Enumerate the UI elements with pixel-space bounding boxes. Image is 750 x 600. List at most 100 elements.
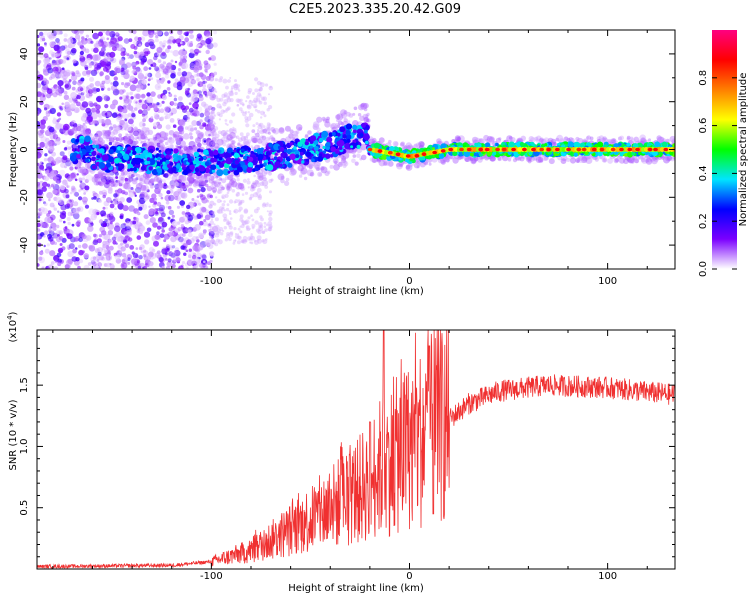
- spectrogram-cell: [46, 63, 52, 68]
- spectrogram-cell: [183, 32, 187, 36]
- spectrogram-cell: [46, 213, 51, 217]
- spectrogram-cell: [123, 101, 128, 106]
- spectrogram-cell: [107, 87, 111, 92]
- spectrogram-cell: [93, 47, 99, 54]
- spectrogram-cell: [258, 194, 262, 199]
- spectrogram-cell: [226, 107, 230, 112]
- spectrogram-cell: [164, 111, 169, 116]
- spectrogram-cell: [63, 94, 70, 101]
- spectrogram-cell: [93, 120, 97, 124]
- spectrogram-cell: [154, 66, 160, 72]
- spectrogram-cell: [125, 121, 128, 124]
- spectrogram-cell: [72, 80, 77, 86]
- spectrogram-cell: [116, 116, 122, 122]
- spectrogram-cell: [153, 112, 159, 117]
- spectrogram-cell: [152, 122, 159, 128]
- spectrogram-cell: [66, 259, 73, 266]
- spectrogram-cell: [263, 101, 267, 105]
- spectrogram-cell: [49, 50, 54, 55]
- spectrogram-cell: [108, 187, 113, 191]
- spectrogram-cell: [88, 100, 94, 107]
- spectrogram-cell: [65, 160, 72, 167]
- spectrogram-cell: [205, 177, 211, 182]
- spectrogram-cell: [52, 134, 59, 140]
- spectrogram-cell: [200, 187, 206, 193]
- spectrogram-cell: [228, 199, 234, 204]
- spectrogram-cell: [245, 123, 250, 128]
- spectrogram-cell: [102, 133, 108, 139]
- spectrogram-cell: [213, 202, 217, 206]
- spectrogram-cell: [119, 179, 124, 184]
- spectrogram-cell: [78, 165, 81, 169]
- spectrogram-cell: [256, 187, 262, 193]
- spectrogram-cell: [158, 204, 166, 211]
- spectrogram-cell: [65, 158, 71, 163]
- spectrogram-cell: [626, 157, 632, 163]
- spectrogram-cell: [92, 190, 96, 195]
- spectrogram-cell: [218, 181, 222, 185]
- spectrogram-cell: [152, 222, 158, 228]
- spectrogram-cell: [198, 182, 204, 189]
- spectrogram-cell: [191, 120, 198, 127]
- spectrogram-cell: [49, 202, 55, 208]
- spectrogram-cell: [137, 221, 142, 226]
- spectrogram-cell: [268, 171, 272, 176]
- spectrogram-cell: [308, 163, 314, 169]
- spectrogram-cell: [196, 195, 200, 199]
- spectrogram-cell: [219, 105, 223, 109]
- spectrogram-cell: [78, 244, 82, 249]
- spectrogram-cell: [252, 92, 255, 95]
- spectrogram-cell: [128, 175, 132, 178]
- spectrogram-cell: [156, 135, 161, 139]
- spectrogram-cell: [117, 105, 123, 111]
- spectrogram-cell: [169, 101, 175, 106]
- spectrogram-cell: [127, 261, 131, 265]
- spectrogram-cell: [247, 178, 250, 181]
- spectrogram-cell: [97, 251, 102, 256]
- spectrogram-cell: [205, 183, 209, 188]
- spectrogram-cell: [114, 254, 121, 261]
- spectrogram-cell: [82, 243, 88, 249]
- spectrogram-cell: [189, 34, 195, 39]
- spectrogram-cell: [209, 220, 214, 225]
- spectrogram-cell: [105, 110, 113, 118]
- spectrogram-cell: [168, 184, 175, 191]
- spectrogram-cell: [55, 88, 62, 96]
- spectrogram-cell: [87, 262, 92, 266]
- spectrogram-cell: [193, 264, 198, 269]
- spectrogram-cell: [224, 122, 227, 125]
- spectrogram-cell: [135, 101, 138, 104]
- spectrogram-cell: [251, 218, 255, 222]
- spectrogram-cell: [98, 199, 102, 203]
- spectrogram-cell: [209, 115, 214, 120]
- spectrogram-cell: [168, 227, 173, 232]
- spectrogram-cell: [112, 99, 119, 106]
- spectrogram-cell: [236, 103, 240, 107]
- spectrogram-cell: [84, 66, 89, 71]
- spectrogram-cell: [67, 250, 74, 258]
- spectrogram-cell: [157, 221, 162, 227]
- spectrogram-cell: [201, 122, 207, 128]
- spectrogram-cell: [173, 97, 178, 102]
- spectrogram-cell: [79, 50, 84, 56]
- spectrogram-cell: [133, 126, 138, 131]
- spectrogram-cell: [199, 119, 203, 123]
- spectrogram-cell: [150, 116, 154, 119]
- spectrogram-cell: [43, 57, 50, 65]
- spectrogram-cell: [206, 83, 213, 90]
- spectrogram-cell: [94, 176, 101, 183]
- spectrogram-cell: [212, 240, 217, 245]
- spectrogram-cell: [37, 34, 40, 39]
- spectrogram-cell: [171, 214, 175, 218]
- spectrogram-cell: [227, 79, 231, 83]
- spectrogram-cell: [134, 194, 137, 197]
- spectrogram-cell: [80, 187, 84, 191]
- spectrogram-cell: [261, 203, 266, 208]
- spectrogram-cell: [189, 62, 196, 69]
- spectrogram-cell: [394, 141, 399, 147]
- spectrogram-cell: [190, 75, 195, 81]
- spectrogram-cell: [127, 118, 134, 125]
- spectrogram-cell: [161, 65, 166, 71]
- spectrogram-cell: [218, 177, 222, 181]
- spectrogram-cell: [96, 211, 100, 215]
